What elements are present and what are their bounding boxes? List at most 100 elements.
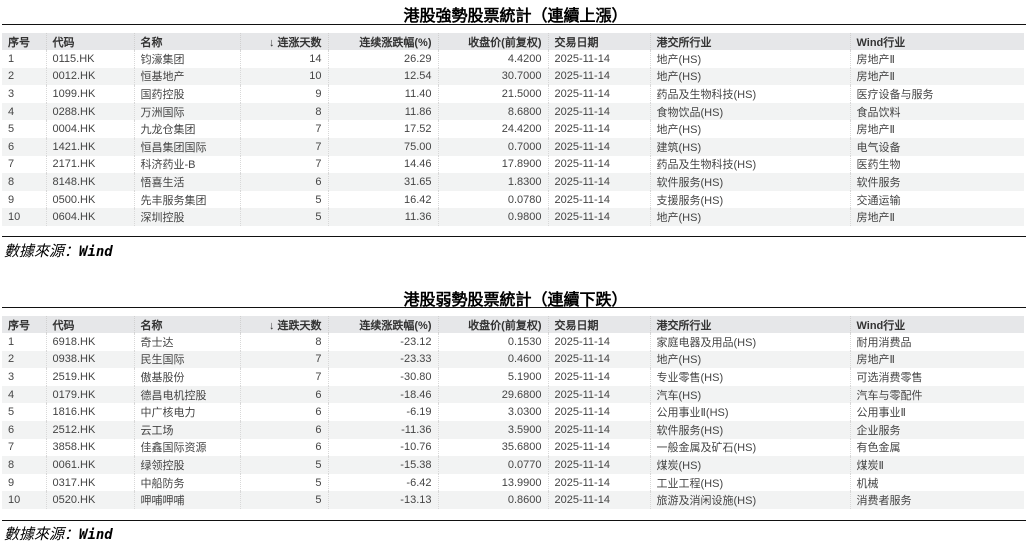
cell-streak-days: 14 [239,50,328,68]
cell-close-price: 0.0770 [437,456,548,474]
cell-seq: 7 [8,441,15,454]
cell-hkex-industry: 地产(HS) [649,120,850,138]
cell-cumulative-change: -18.46 [327,385,438,404]
cell-trade-date: 2025-11-14 [547,456,650,474]
cell-wind-industry: 房地产Ⅱ [849,67,1024,86]
cell-code: 0288.HK [45,102,134,121]
cell-name: 德昌电机控股 [133,385,240,404]
cell-cumulative-change: 11.36 [327,208,438,226]
cell-cumulative-change: -11.36 [327,420,438,439]
cell-name: 恒基地产 [133,67,240,86]
cell-trade-date: 2025-11-14 [547,137,650,156]
cell-hkex-industry: 公用事业Ⅱ(HS) [649,403,850,421]
cell-code: 0012.HK [45,67,134,86]
cell-trade-date: 2025-11-14 [547,67,650,86]
cell-trade-date: 2025-11-14 [547,491,650,509]
cell-hkex-industry: 专业零售(HS) [649,368,850,386]
cell-name: 深圳控股 [133,208,240,226]
column-header-name: 名称 [133,316,240,333]
cell-name: 九龙仓集团 [133,120,240,138]
column-header-streak-days[interactable]: ↓ 连跌天数 [239,316,328,333]
column-header-name: 名称 [133,33,240,50]
cell-name: 先丰服务集团 [133,190,240,209]
cell-close-price: 0.0780 [437,190,548,209]
cell-close-price: 1.8300 [437,173,548,191]
cell-seq: 2 [2,350,46,369]
column-header-code: 代码 [45,316,134,333]
cell-code: 3858.HK [45,438,134,457]
column-header-close-price: 收盘价(前复权) [437,33,548,50]
cell-trade-date: 2025-11-14 [547,120,650,138]
table-row: 3 1099.HK 国药控股 9 11.40 21.5000 2025-11-14 药品及生物… [2,85,1024,103]
column-header-hkex-industry: 港交所行业 [649,33,850,50]
table-row: 3 2519.HK 傲基股份 7 -30.80 5.1900 2025-11-14 专业零售(… [2,368,1024,386]
cell-streak-days: 7 [239,155,328,174]
column-header-hkex-industry: 港交所行业 [649,316,850,333]
cell-code: 2519.HK [45,368,134,386]
column-header-streak-days[interactable]: ↓ 连涨天数 [239,33,328,50]
cell-close-price: 4.4200 [437,50,548,68]
section-title: 港股弱勢股票統計（連續下跌） [403,290,628,309]
cell-hkex-industry: 地产(HS) [649,208,850,226]
cell-trade-date: 2025-11-14 [547,368,650,386]
table-row: 2 0938.HK 民生国际 7 -23.33 0.4600 2025-11-14 地产(HS… [2,350,1024,369]
cell-streak-days: 6 [239,173,328,191]
cell-code: 0061.HK [45,456,134,474]
cell-close-price: 21.5000 [437,85,548,103]
cell-wind-industry: 消费者服务 [849,491,1024,509]
cell-hkex-industry: 软件服务(HS) [649,420,850,439]
cell-close-price: 3.5900 [437,420,548,439]
cell-close-price: 0.7000 [437,137,548,156]
cell-wind-industry: 医疗设备与服务 [849,85,1024,103]
cell-close-price: 35.6800 [437,438,548,457]
cell-code: 1421.HK [45,137,134,156]
cell-streak-days: 7 [239,368,328,386]
cell-name: 科济药业-B [133,155,240,174]
table-row: 4 0179.HK 德昌电机控股 6 -18.46 29.6800 2025-11-14 汽车… [2,385,1024,404]
cell-code: 0317.HK [45,473,134,492]
column-header-close-price: 收盘价(前复权) [437,316,548,333]
table-row: 10 0604.HK 深圳控股 5 11.36 0.9800 2025-11-14 地产(HS… [2,208,1024,226]
cell-hkex-industry: 药品及生物科技(HS) [649,85,850,103]
cell-wind-industry: 可选消费零售 [849,368,1024,386]
cell-wind-industry: 房地产Ⅱ [849,208,1024,226]
cell-trade-date: 2025-11-14 [547,190,650,209]
cell-code: 1099.HK [45,85,134,103]
cell-code: 6918.HK [45,333,134,351]
cell-name: 中广核电力 [133,403,240,421]
source-label: 數據來源： [4,525,80,543]
cell-seq: 5 [8,406,15,419]
cell-close-price: 8.6800 [437,102,548,121]
table-row: 8 0061.HK 绿领控股 5 -15.38 0.0770 2025-11-14 煤炭(HS… [2,456,1024,474]
cell-streak-days: 6 [239,403,328,421]
cell-seq: 9 [8,476,15,489]
cell-streak-days: 7 [239,120,328,138]
cell-cumulative-change: -10.76 [327,438,438,457]
cell-hkex-industry: 药品及生物科技(HS) [649,155,850,174]
header-row: 序号 代码 名称 ↓ 连跌天数 连续涨跌幅(%) 收盘价(前复权) 交易日期 港交所行业 Win… [2,316,1024,333]
source-label: 數據來源： [4,242,80,260]
cell-name: 国药控股 [133,85,240,103]
cell-streak-days: 10 [239,67,328,86]
cell-hkex-industry: 旅游及消闲设施(HS) [649,491,850,509]
cell-code: 0604.HK [45,208,134,226]
cell-streak-days: 5 [239,190,328,209]
cell-hkex-industry: 地产(HS) [649,350,850,369]
cell-hkex-industry: 家庭电器及用品(HS) [649,333,850,351]
cell-seq: 2 [2,67,46,86]
cell-seq: 4 [2,385,46,404]
section-title: 港股強勢股票統計（連續上漲） [403,6,628,25]
cell-seq: 3 [8,87,15,100]
cell-streak-days: 6 [239,385,328,404]
cell-name: 万洲国际 [133,102,240,121]
cell-cumulative-change: -15.38 [327,456,438,474]
weak-stocks-table: 序号 代码 名称 ↓ 连跌天数 连续涨跌幅(%) 收盘价(前复权) 交易日期 港交所行业 Win… [2,316,1024,509]
table-row: 1 0115.HK 钧濠集团 14 26.29 4.4200 2025-11-14 地产(HS… [2,50,1024,68]
strong-stocks-table: 序号 代码 名称 ↓ 连涨天数 连续涨跌幅(%) 收盘价(前复权) 交易日期 港交所行业 Win… [2,33,1024,226]
divider [2,307,1026,308]
cell-trade-date: 2025-11-14 [547,208,650,226]
cell-wind-industry: 公用事业Ⅱ [849,403,1024,421]
cell-code: 2512.HK [45,420,134,439]
cell-streak-days: 7 [239,137,328,156]
table-row: 6 1421.HK 恒昌集团国际 7 75.00 0.7000 2025-11-14 建筑(H… [2,137,1024,156]
